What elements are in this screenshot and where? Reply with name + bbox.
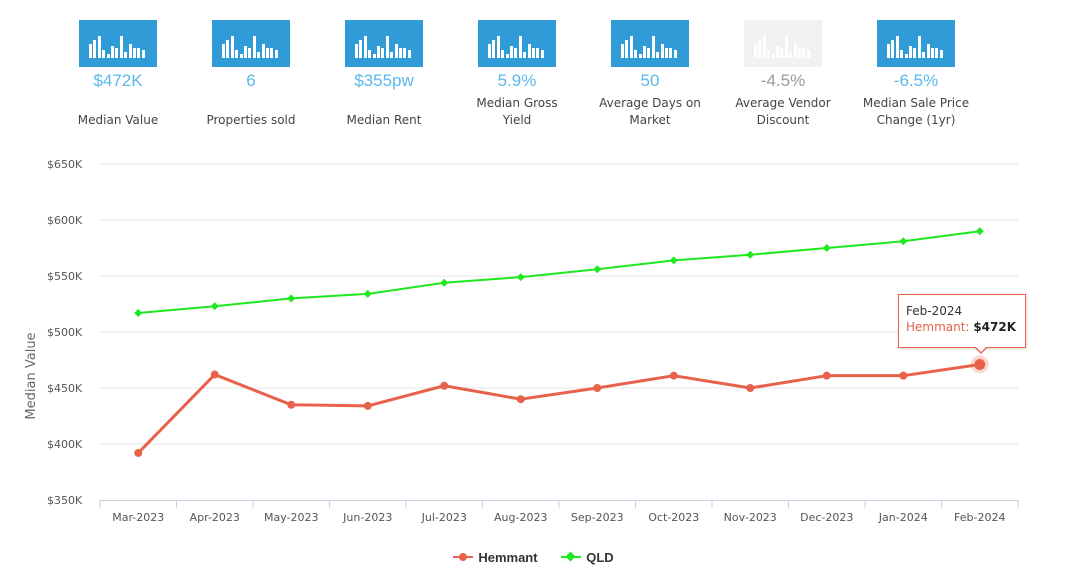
data-point-hemmant	[593, 384, 602, 392]
chart-series	[134, 227, 989, 457]
stat-value: -4.5%	[760, 71, 806, 90]
data-point-hemmant	[134, 448, 143, 457]
stat-label: Median Gross Yield	[476, 96, 558, 127]
stat-value: $472K	[93, 71, 143, 90]
stat-median-gross-yield[interactable]: 5.9% Median Gross Yield	[451, 20, 583, 129]
stat-value: 5.9%	[497, 71, 537, 90]
chart-tooltip: Feb-2024 Hemmant: $472K	[898, 294, 1026, 348]
data-point-hemmant	[516, 395, 525, 404]
data-point-qld	[134, 308, 143, 317]
data-point-hemmant	[974, 358, 986, 370]
y-tick-label: $350K	[47, 494, 83, 507]
x-tick-label: Nov-2023	[724, 511, 777, 524]
x-tick-label: Feb-2024	[954, 511, 1005, 524]
legend-item-qld[interactable]: QLD	[561, 549, 614, 565]
data-point-hemmant	[822, 371, 831, 380]
x-tick-label: Jul-2023	[421, 511, 467, 524]
data-point-qld	[669, 256, 678, 265]
stat-value: $355pw	[354, 71, 414, 90]
bar-chart-icon	[478, 20, 556, 67]
legend-swatch-hemmant	[453, 553, 474, 561]
x-axis: Mar-2023 Apr-2023 May-2023 Jun-2023 Jul-2023…	[99, 500, 1019, 524]
stat-label: Properties sold	[206, 113, 296, 127]
tooltip-arrow	[974, 346, 988, 354]
data-point-qld	[516, 273, 525, 282]
bar-chart-icon	[79, 20, 157, 67]
line-chart: $350K $400K $450K $500K $550K $600K $650K Mar-…	[24, 158, 1019, 524]
data-point-hemmant	[210, 370, 219, 379]
bar-chart-icon	[611, 20, 689, 67]
data-point-hemmant	[899, 371, 908, 380]
y-tick-label: $600K	[47, 214, 83, 227]
y-tick-label: $500K	[47, 326, 83, 339]
data-point-qld	[822, 244, 831, 252]
data-point-qld	[440, 278, 449, 287]
chart-legend: Hemmant QLD	[0, 546, 1067, 565]
bar-chart-icon	[744, 20, 822, 67]
legend-label: Hemmant	[478, 549, 538, 565]
data-point-qld	[363, 289, 372, 298]
stat-label: Median Sale Price Change (1yr)	[862, 96, 970, 127]
data-point-hemmant	[669, 371, 678, 380]
stat-average-vendor-discount[interactable]: -4.5% Average Vendor Discount	[717, 20, 849, 129]
stat-label: Median Value	[77, 113, 159, 127]
data-point-hemmant	[363, 401, 372, 410]
stat-average-days-on-market[interactable]: 50 Average Days on Market	[584, 20, 716, 129]
x-tick-label: May-2023	[264, 511, 319, 524]
x-tick-label: Jun-2023	[342, 511, 392, 524]
stat-value: 50	[640, 71, 660, 90]
legend-label: QLD	[586, 549, 614, 565]
legend-swatch-qld	[561, 551, 582, 562]
data-point-qld	[975, 227, 984, 236]
bar-chart-icon	[212, 20, 290, 67]
y-axis-ticks: $350K $400K $450K $500K $550K $600K $650K	[47, 158, 83, 507]
data-point-qld	[899, 237, 908, 246]
stat-median-sale-price-change[interactable]: -6.5% Median Sale Price Change (1yr)	[850, 20, 982, 129]
x-tick-label: Oct-2023	[648, 511, 699, 524]
stat-label: Average Vendor Discount	[735, 96, 831, 127]
tooltip-date: Feb-2024	[906, 304, 963, 318]
bar-chart-icon	[345, 20, 423, 67]
x-tick-label: Sep-2023	[571, 511, 624, 524]
stat-label: Average Days on Market	[599, 96, 701, 127]
data-point-qld	[746, 250, 755, 259]
data-point-hemmant	[287, 400, 296, 409]
legend-item-hemmant[interactable]: Hemmant	[453, 549, 538, 565]
data-point-qld	[210, 302, 219, 311]
data-point-hemmant	[746, 384, 755, 392]
stat-properties-sold[interactable]: 6 Properties sold	[185, 20, 317, 129]
stat-median-value[interactable]: $472K Median Value	[52, 20, 184, 129]
stat-value: -6.5%	[893, 71, 939, 90]
bar-chart-icon	[877, 20, 955, 67]
y-tick-label: $450K	[47, 382, 83, 395]
series-line-qld	[138, 230, 980, 314]
tooltip-value: $472K	[973, 320, 1017, 334]
data-point-hemmant	[440, 381, 449, 390]
stat-value: 6	[246, 71, 256, 90]
y-tick-label: $550K	[47, 270, 83, 283]
chart-grid	[100, 163, 1018, 445]
series-line-hemmant	[137, 362, 980, 455]
tooltip-series: Hemmant:	[906, 320, 970, 334]
y-axis-title: Median Value	[24, 332, 39, 419]
stat-label: Median Rent	[346, 113, 422, 127]
stat-median-rent[interactable]: $355pw Median Rent	[318, 20, 450, 129]
y-tick-label: $400K	[47, 438, 83, 451]
x-tick-label: Dec-2023	[800, 511, 853, 524]
x-tick-label: Aug-2023	[494, 511, 547, 524]
x-tick-label: Mar-2023	[112, 511, 164, 524]
y-tick-label: $650K	[47, 158, 83, 171]
data-point-qld	[287, 294, 296, 303]
x-tick-label: Apr-2023	[190, 511, 240, 524]
x-tick-label: Jan-2024	[878, 511, 928, 524]
data-point-qld	[593, 265, 602, 274]
